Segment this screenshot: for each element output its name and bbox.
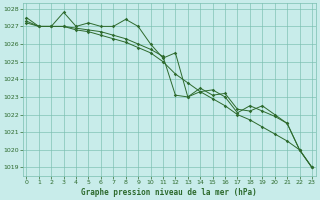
- X-axis label: Graphe pression niveau de la mer (hPa): Graphe pression niveau de la mer (hPa): [81, 188, 257, 197]
